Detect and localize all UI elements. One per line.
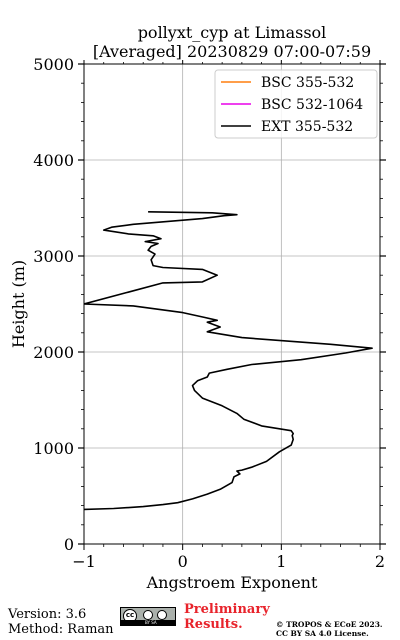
cc-license-badge: cc BY SA	[120, 607, 176, 626]
legend-box	[214, 69, 378, 139]
y-tick-label: 3000	[33, 247, 74, 266]
y-axis-label: Height (m)	[9, 260, 28, 348]
y-tick-label: 0	[64, 535, 74, 554]
y-tick-label: 1000	[33, 439, 74, 458]
y-tick-label: 2000	[33, 343, 74, 362]
axis-ticks	[78, 60, 386, 550]
cc-icon: cc	[123, 609, 137, 623]
legend-label-2: EXT 355-532	[261, 119, 353, 135]
preliminary-notice: Preliminary Results.	[184, 602, 270, 632]
y-tick-label: 4000	[33, 151, 74, 170]
copyright-line2: CC BY SA 4.0 License.	[276, 629, 369, 638]
x-tick-label: −1	[72, 552, 96, 571]
x-tick-label: 2	[375, 552, 385, 571]
version-label: Version: 3.6	[8, 607, 87, 622]
preliminary-line1: Preliminary	[184, 602, 270, 617]
copyright-line1: © TROPOS & ECoE 2023.	[276, 620, 383, 629]
series-lines	[84, 211, 373, 511]
legend-label-0: BSC 355-532	[261, 75, 354, 91]
chart-title: pollyxt_cyp at Limassol	[138, 23, 327, 42]
grid-lines	[84, 64, 380, 544]
x-tick-label: 0	[178, 552, 188, 571]
x-tick-label: 1	[276, 552, 286, 571]
copyright-notice: © TROPOS & ECoE 2023. CC BY SA 4.0 Licen…	[276, 620, 383, 638]
share-alike-icon	[157, 610, 167, 620]
x-axis-label: Angstroem Exponent	[146, 573, 318, 592]
method-label: Method: Raman	[8, 622, 114, 637]
legend: BSC 355-532 BSC 532-1064 EXT 355-532	[214, 69, 378, 139]
preliminary-line2: Results.	[184, 617, 243, 632]
legend-label-1: BSC 532-1064	[261, 97, 363, 113]
y-tick-label: 5000	[33, 55, 74, 74]
badge-bar	[121, 620, 175, 625]
plot-frame	[83, 63, 381, 545]
badge-text: BY SA	[145, 620, 157, 625]
chart-subtitle: [Averaged] 20230829 07:00-07:59	[93, 42, 371, 61]
series-line-2	[84, 211, 373, 511]
attribution-icon	[143, 610, 153, 620]
